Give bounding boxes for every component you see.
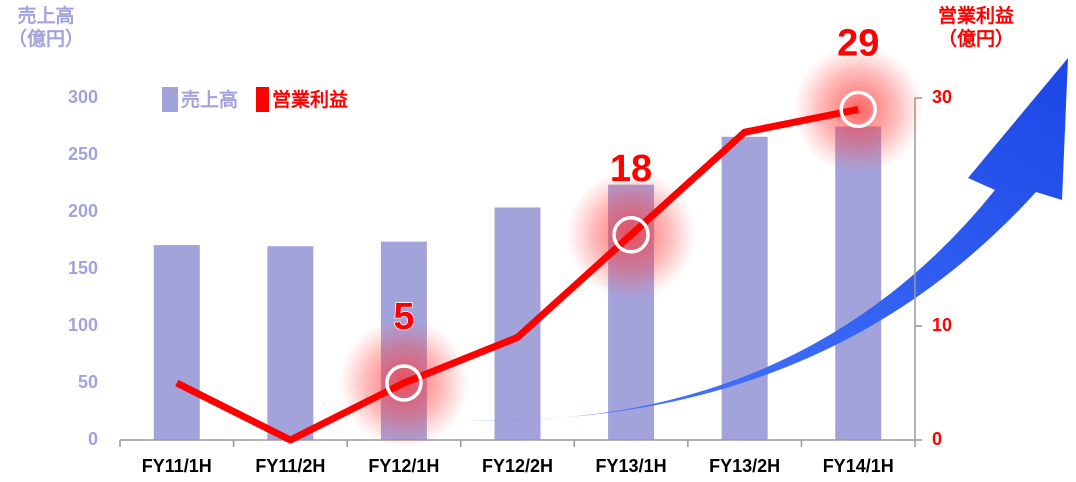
- data-label: 29: [837, 22, 879, 64]
- point-marker: [839, 90, 877, 129]
- x-tick-label: FY12/2H: [482, 456, 553, 476]
- y2-tick-label: 0: [932, 429, 942, 449]
- y-tick-label: 50: [78, 372, 98, 392]
- x-tick-label: FY11/1H: [142, 456, 212, 476]
- legend-swatch: [256, 87, 270, 112]
- y2-tick-label: 10: [932, 315, 952, 335]
- y-tick-label: 300: [68, 87, 98, 107]
- bar: [721, 136, 768, 440]
- y-tick-label: 250: [68, 144, 98, 164]
- point-marker: [385, 364, 423, 402]
- y-tick-label: 100: [68, 315, 98, 335]
- bar: [153, 245, 200, 440]
- y2-tick-label: 30: [932, 87, 952, 107]
- x-tick-label: FY14/1H: [823, 456, 894, 476]
- x-tick-label: FY11/2H: [255, 456, 325, 476]
- y-tick-label: 150: [68, 258, 98, 278]
- bar: [835, 126, 882, 440]
- x-tick-label: FY12/1H: [368, 456, 439, 476]
- point-marker: [612, 216, 650, 254]
- y-tick-label: 200: [68, 201, 98, 221]
- legend-label: 営業利益: [272, 88, 348, 111]
- data-label: 5: [393, 296, 414, 338]
- legend-swatch: [162, 87, 178, 112]
- bar: [267, 246, 314, 440]
- y2-axis-title: 営業利益 （億円）: [938, 6, 1015, 50]
- legend-label: 売上高: [181, 88, 238, 111]
- line: [175, 105, 859, 444]
- x-tick-label: FY13/1H: [596, 456, 667, 476]
- data-label: 18: [610, 148, 652, 190]
- x-tick-label: FY13/2H: [709, 456, 780, 476]
- y-axis-title: 売上高 （億円）: [8, 6, 85, 50]
- y-tick-label: 0: [88, 429, 98, 449]
